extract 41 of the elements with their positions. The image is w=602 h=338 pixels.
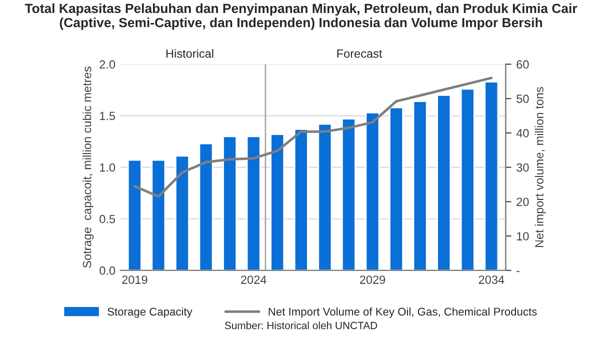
y2-tick-label: 20 bbox=[516, 198, 529, 206]
legend-label: Storage Capacity bbox=[108, 307, 192, 318]
bar bbox=[460, 88, 475, 270]
bar bbox=[127, 159, 142, 270]
x-tick-label: 2019 bbox=[122, 276, 148, 284]
x-tick-label: 2034 bbox=[478, 276, 504, 284]
bar bbox=[294, 128, 308, 270]
legend-label: Net Import Volume of Key Oil, Gas, Chemical Products bbox=[268, 307, 537, 318]
bar bbox=[175, 155, 190, 270]
y-tick-label: 0.0 bbox=[100, 266, 116, 275]
bar bbox=[365, 112, 380, 270]
bar bbox=[270, 134, 285, 270]
chart-title: Total Kapasitas Pelabuhan dan Penyimpanan Minyak, Petroleum, dan Produk Kimia Cair (Captive, Semi-Captive, dan Independen) Indonesia dan Volume Impor Bersih bbox=[24, 3, 578, 30]
bar bbox=[436, 94, 452, 270]
bar bbox=[341, 118, 356, 270]
y-axis-title: Sotrage capacoit, million cubic metres bbox=[82, 66, 94, 268]
bar bbox=[389, 106, 404, 270]
bar bbox=[246, 136, 261, 270]
text: Historical bbox=[166, 49, 214, 58]
y2-tick-label: 40 bbox=[516, 128, 529, 138]
text: Sumber: Historical oleh UNCTAD bbox=[224, 322, 378, 330]
bar bbox=[151, 159, 166, 270]
x-tick-label: 2029 bbox=[360, 276, 386, 284]
bar bbox=[222, 136, 238, 270]
y-tick-label: 0.5 bbox=[100, 214, 116, 224]
y-tick-label: 2.0 bbox=[100, 60, 116, 69]
y2-tick-label: - bbox=[516, 271, 520, 272]
text: Forecast bbox=[337, 50, 382, 58]
bar bbox=[318, 123, 332, 270]
bar bbox=[412, 100, 428, 270]
y2-tick-label: 30 bbox=[516, 163, 529, 172]
bar bbox=[198, 142, 214, 270]
bar bbox=[484, 81, 499, 270]
y2-axis-title: Net import volume, million tons bbox=[534, 87, 546, 248]
y2-tick-label: 60 bbox=[516, 60, 529, 69]
y2-tick-label: 50 bbox=[516, 94, 529, 103]
y2-tick-label: 10 bbox=[516, 232, 529, 240]
y-tick-label: 1.0 bbox=[100, 163, 116, 172]
line-series bbox=[133, 76, 493, 198]
y-tick-label: 1.5 bbox=[100, 112, 116, 120]
x-tick-label: 2024 bbox=[241, 276, 266, 284]
